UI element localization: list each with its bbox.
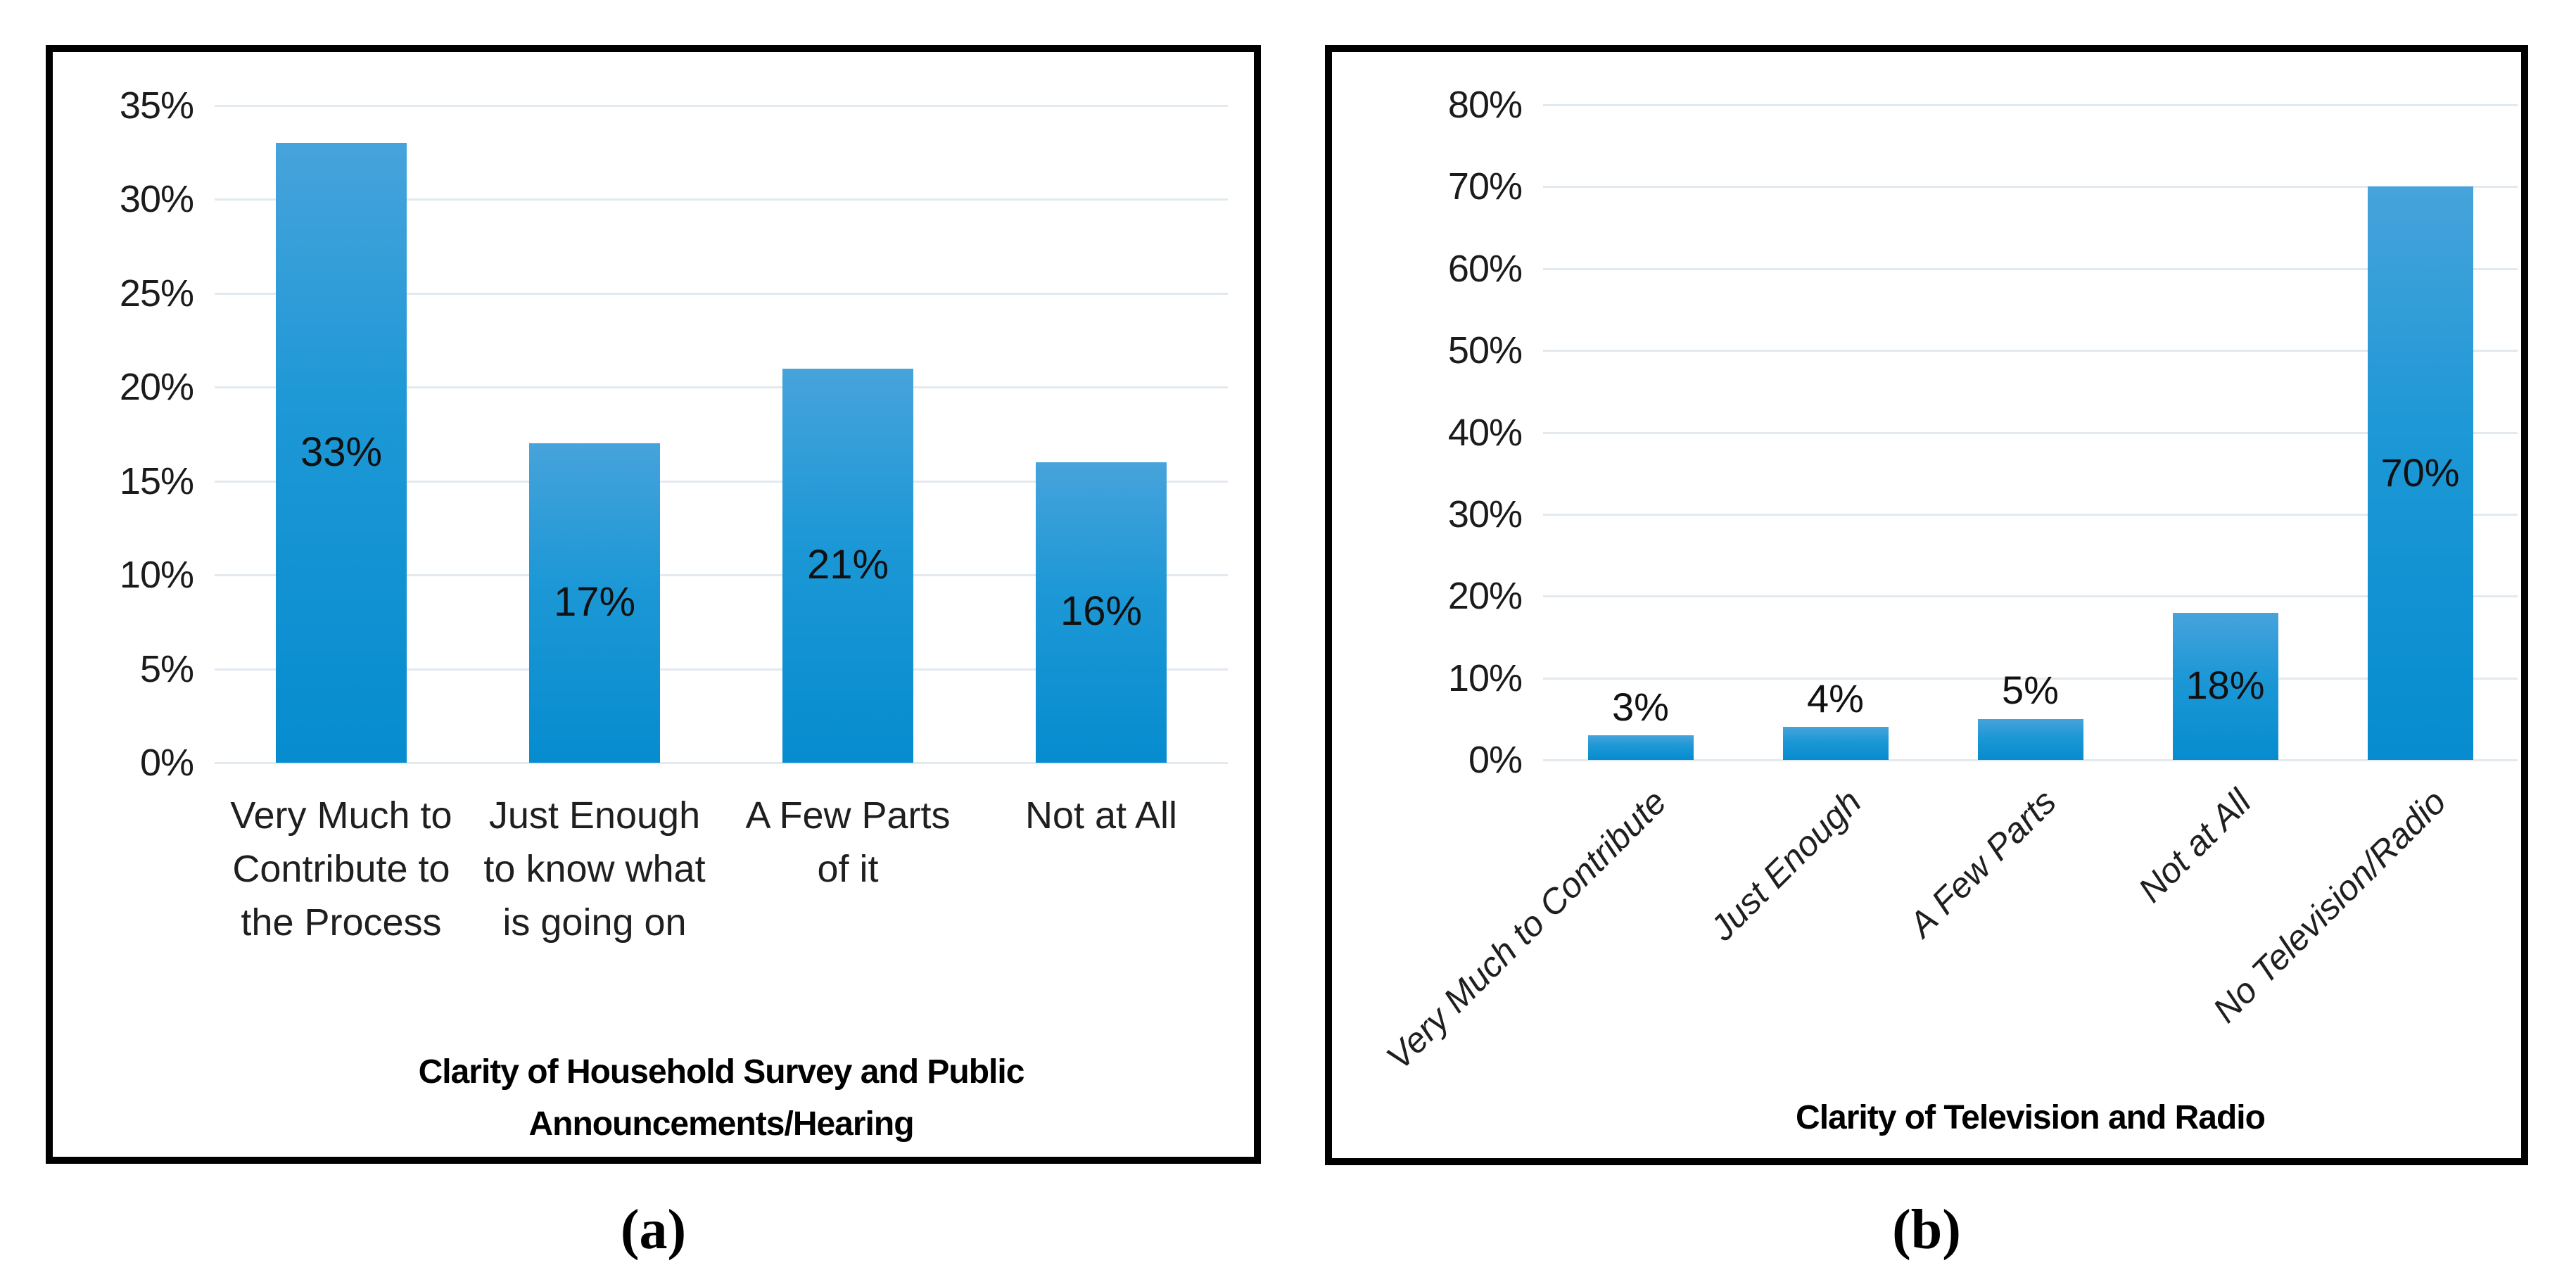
gridline [1543,104,2518,106]
bar-3 [1977,718,2083,760]
y-tick-label: 20% [119,366,194,409]
bar-data-label: 21% [806,541,889,588]
gridline [215,386,1228,389]
x-category-label: Not at All [2130,782,2259,910]
x-category-label-line: of it [817,848,879,890]
bar-data-label: 3% [1612,684,1669,729]
x-category-label-line: the Process [241,901,442,944]
axis-title-line: Clarity of Television and Radio [1796,1099,2266,1136]
axis-title-line: Clarity of Household Survey and Public [418,1053,1025,1091]
y-tick-label: 70% [1447,165,1523,208]
gridline [1543,431,2518,434]
x-category-label: A Few Parts [1901,782,2064,945]
gridline [215,574,1228,577]
y-tick-label: 30% [1447,493,1523,535]
x-category-label-line: is going on [502,901,687,944]
x-category-label: Just Enough to know what is going on [468,789,721,949]
plot-area-b: 0% 10% 20% 30% 40% 50% 60% 70% 80% 3% 4% 5% 18% 70% Ve… [1378,86,2518,1077]
gridline [215,292,1228,295]
figure-caption-a: (a) [620,1199,687,1261]
bar-5 [2367,186,2473,760]
x-category-label-line: to know what [483,848,706,890]
x-category-label: Just Enough [1702,782,1869,948]
chart-panel-a: 0% 5% 10% 15% 20% 25% 30% 35% 33% 17% 21% 16% Very M… [46,45,1261,1164]
gridline [1543,267,2518,270]
bar-3 [782,368,913,763]
gridline [1543,759,2518,761]
gridline [215,198,1228,201]
gridline [215,480,1228,483]
y-tick-label: 25% [119,272,194,315]
gridline [215,668,1228,671]
axis-title-a: Clarity of Household Survey and Public An… [215,1046,1228,1150]
y-tick-label: 35% [119,84,194,127]
figure-caption-b: (b) [1892,1199,1961,1261]
bar-1 [1587,735,1694,760]
gridline [215,105,1228,107]
bar-4 [1036,462,1167,763]
x-category-label-line: Very Much to [230,794,452,837]
bar-data-label: 4% [1807,676,1864,721]
x-category-label: No Television/Radio [2204,782,2454,1031]
x-category-label: Very Much to Contribute to the Process [215,789,468,949]
y-tick-label: 40% [1447,411,1523,454]
bar-4 [2172,612,2278,760]
y-tick-label: 10% [119,554,194,597]
plot-area-a: 0% 5% 10% 15% 20% 25% 30% 35% 33% 17% 21% 16% Very M… [120,87,1228,944]
gridline [215,762,1228,764]
y-tick-label: 30% [119,178,194,221]
bar-data-label: 16% [1060,588,1143,635]
axis-title-line: Announcements/Hearing [528,1105,914,1143]
y-tick-label: 50% [1447,329,1523,372]
bar-data-label: 18% [2185,663,2265,708]
gridline [1543,186,2518,189]
chart-panel-b: 0% 10% 20% 30% 40% 50% 60% 70% 80% 3% 4% 5% 18% 70% Ve… [1325,45,2528,1165]
axis-title-b: Clarity of Television and Radio [1543,1092,2518,1144]
y-tick-label: 10% [1447,656,1523,699]
x-category-label-line: Just Enough [488,794,701,837]
x-category-label: A Few Parts of it [721,789,975,896]
y-tick-label: 15% [119,459,194,502]
y-tick-label: 60% [1447,247,1523,290]
gridline [1543,677,2518,680]
bar-2 [529,443,660,763]
bar-2 [1782,727,1889,760]
gridline [1543,350,2518,353]
gridline [1543,513,2518,516]
y-tick-label: 80% [1447,84,1523,126]
bar-data-label: 33% [300,429,383,475]
bar-1 [276,143,407,763]
gridline [1543,595,2518,598]
x-category-label: Not at All [975,789,1228,842]
bar-data-label: 5% [2002,668,2059,713]
bar-data-label: 70% [2380,450,2460,495]
y-tick-label: 0% [139,742,194,784]
x-category-label: Very Much to Contribute [1378,782,1674,1077]
y-tick-label: 20% [1447,575,1523,618]
x-category-label-line: Contribute to [232,848,450,890]
x-category-label-line: A Few Parts [745,794,951,837]
y-tick-label: 5% [139,647,194,690]
y-tick-label: 0% [1468,739,1523,781]
bar-data-label: 17% [553,579,636,625]
x-category-label-line: Not at All [1024,794,1178,837]
